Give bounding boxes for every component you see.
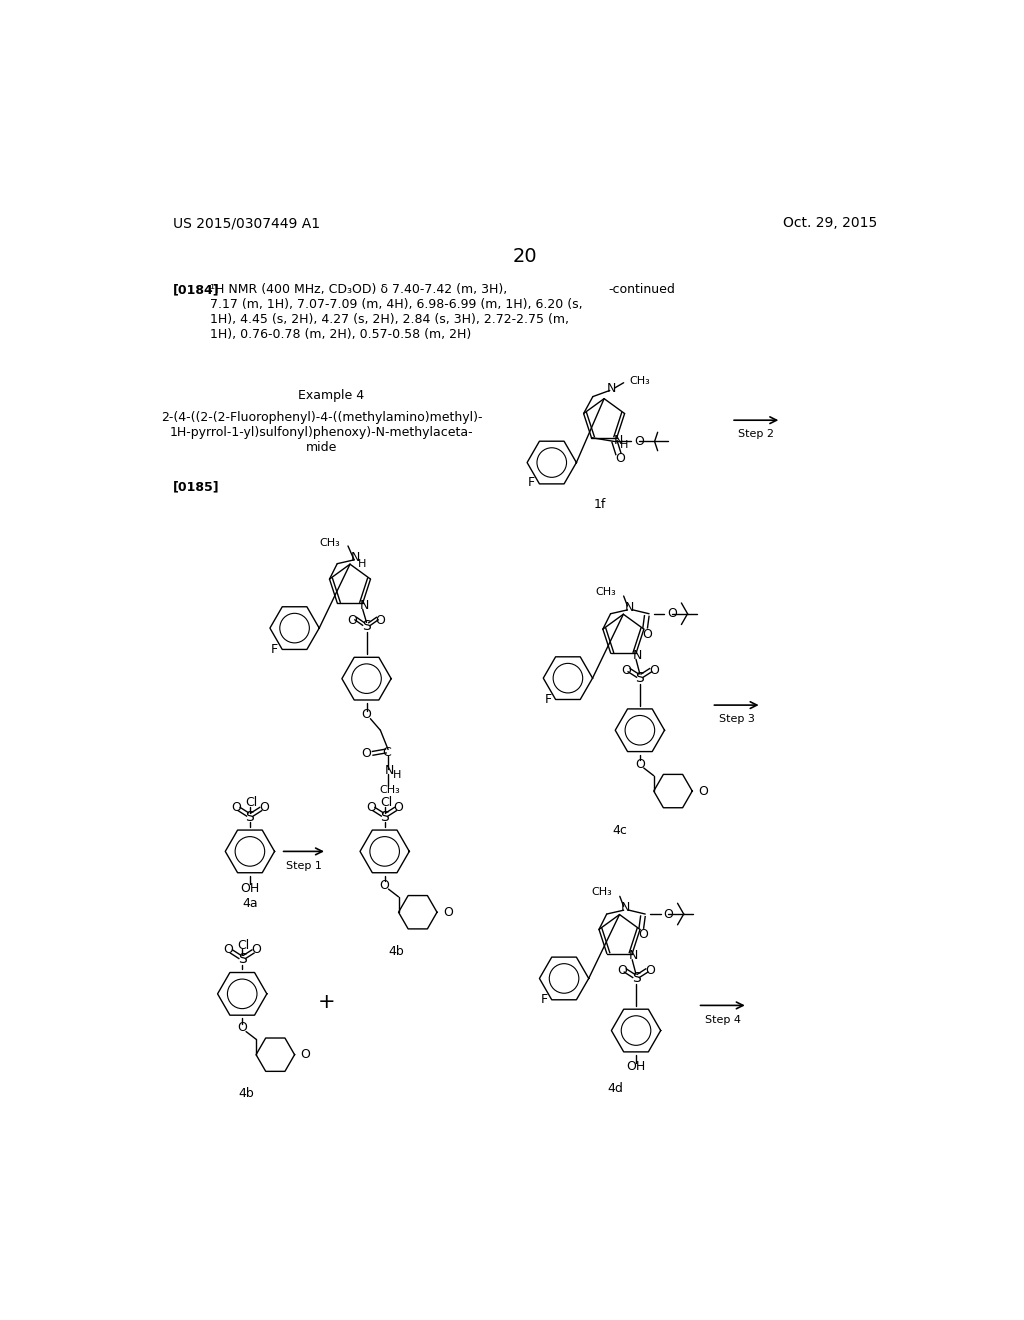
Text: O: O <box>366 801 376 814</box>
Text: 4a: 4a <box>242 898 258 911</box>
Text: N: N <box>606 383 616 396</box>
Text: F: F <box>545 693 552 706</box>
Text: O: O <box>231 801 241 814</box>
Text: O: O <box>638 928 648 941</box>
Text: N: N <box>621 902 630 915</box>
Text: US 2015/0307449 A1: US 2015/0307449 A1 <box>173 216 321 230</box>
Text: [0184]: [0184] <box>173 284 219 296</box>
Text: H: H <box>621 441 629 450</box>
Text: [0185]: [0185] <box>173 480 219 494</box>
Text: Oct. 29, 2015: Oct. 29, 2015 <box>783 216 878 230</box>
Text: O: O <box>380 879 389 892</box>
Text: Cl: Cl <box>246 796 258 809</box>
Text: H: H <box>357 558 366 569</box>
Text: O: O <box>443 906 453 919</box>
Text: O: O <box>635 436 644 447</box>
Text: Step 1: Step 1 <box>286 861 322 871</box>
Text: O: O <box>348 614 357 627</box>
Text: 4c: 4c <box>612 824 627 837</box>
Text: 4d: 4d <box>607 1082 624 1094</box>
Text: S: S <box>380 809 389 824</box>
Text: 2-(4-((2-(2-Fluorophenyl)-4-((methylamino)methyl)-
1H-pyrrol-1-yl)sulfonyl)pheno: 2-(4-((2-(2-Fluorophenyl)-4-((methylamin… <box>161 411 482 454</box>
Text: O: O <box>361 747 372 760</box>
Text: F: F <box>528 475 536 488</box>
Text: O: O <box>645 964 654 977</box>
Text: ¹H NMR (400 MHz, CD₃OD) δ 7.40-7.42 (m, 3H),
7.17 (m, 1H), 7.07-7.09 (m, 4H), 6.: ¹H NMR (400 MHz, CD₃OD) δ 7.40-7.42 (m, … <box>210 284 583 341</box>
Text: O: O <box>642 628 651 642</box>
Text: O: O <box>698 784 709 797</box>
Text: CH₃: CH₃ <box>595 587 616 597</box>
Text: N: N <box>625 601 634 614</box>
Text: O: O <box>393 801 403 814</box>
Text: N: N <box>613 434 623 447</box>
Text: Step 2: Step 2 <box>738 429 774 440</box>
Text: S: S <box>636 671 644 685</box>
Text: CH₃: CH₃ <box>630 376 650 387</box>
Text: O: O <box>649 664 658 677</box>
Text: S: S <box>246 809 254 824</box>
Text: O: O <box>361 709 372 721</box>
Text: Cl: Cl <box>238 939 250 952</box>
Text: OH: OH <box>241 882 259 895</box>
Text: +: + <box>318 991 336 1011</box>
Text: O: O <box>635 758 645 771</box>
Text: Cl: Cl <box>380 796 392 809</box>
Text: S: S <box>238 952 247 966</box>
Text: -continued: -continued <box>608 284 675 296</box>
Text: 1f: 1f <box>594 499 606 511</box>
Text: N: N <box>633 649 642 663</box>
Text: O: O <box>238 1022 247 1035</box>
Text: H: H <box>393 770 401 780</box>
Text: 4b: 4b <box>239 1088 254 1101</box>
Text: O: O <box>617 964 627 977</box>
Text: C: C <box>382 746 391 759</box>
Text: Step 3: Step 3 <box>719 714 755 725</box>
Text: N: N <box>629 949 638 962</box>
Text: 4b: 4b <box>388 945 404 958</box>
Text: O: O <box>223 944 233 957</box>
Text: CH₃: CH₃ <box>319 537 340 548</box>
Text: CH₃: CH₃ <box>379 784 400 795</box>
Text: F: F <box>271 643 279 656</box>
Text: O: O <box>376 614 385 627</box>
Text: S: S <box>632 972 640 985</box>
Text: N: N <box>351 550 360 564</box>
Text: O: O <box>301 1048 310 1061</box>
Text: Example 4: Example 4 <box>298 389 364 403</box>
Text: O: O <box>664 908 674 920</box>
Text: 20: 20 <box>512 247 538 265</box>
Text: O: O <box>622 664 631 677</box>
Text: Step 4: Step 4 <box>705 1015 740 1024</box>
Text: O: O <box>615 451 625 465</box>
Text: S: S <box>362 619 371 634</box>
Text: OH: OH <box>627 1060 646 1073</box>
Text: O: O <box>668 607 678 620</box>
Text: F: F <box>541 993 548 1006</box>
Text: N: N <box>385 764 394 776</box>
Text: N: N <box>359 599 369 612</box>
Text: O: O <box>259 801 268 814</box>
Text: O: O <box>251 944 261 957</box>
Text: CH₃: CH₃ <box>591 887 612 898</box>
